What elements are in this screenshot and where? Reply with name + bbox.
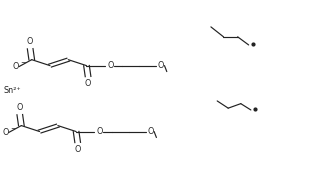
Text: O: O: [16, 103, 23, 112]
Text: O: O: [158, 61, 164, 70]
Text: O: O: [97, 127, 103, 136]
Text: O: O: [27, 37, 33, 46]
Text: O: O: [147, 127, 153, 136]
Text: O: O: [85, 79, 91, 88]
Text: −: −: [20, 60, 26, 66]
Text: Sn²⁺: Sn²⁺: [4, 86, 22, 95]
Text: −: −: [10, 126, 15, 132]
Text: O: O: [107, 61, 113, 70]
Text: O: O: [74, 145, 81, 154]
Text: O: O: [13, 62, 19, 71]
Text: O: O: [2, 128, 9, 137]
